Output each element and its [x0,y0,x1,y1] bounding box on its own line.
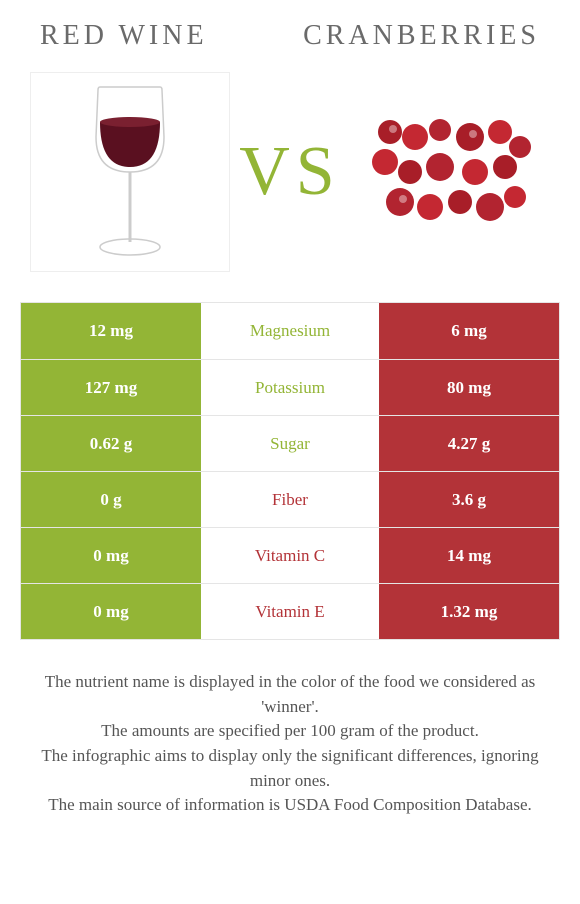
right-value-cell: 80 mg [379,360,559,415]
right-value-cell: 4.27 g [379,416,559,471]
right-value-cell: 14 mg [379,528,559,583]
table-row: 0 mgVitamin E1.32 mg [21,583,559,639]
vs-label: VS [239,132,340,212]
footer-line: The infographic aims to display only the… [20,744,560,793]
right-food-image [350,72,550,272]
table-row: 127 mgPotassium80 mg [21,359,559,415]
left-value-cell: 127 mg [21,360,201,415]
left-value-cell: 0 mg [21,584,201,639]
nutrient-label-cell: Vitamin E [201,584,379,639]
nutrient-label-cell: Fiber [201,472,379,527]
right-value-cell: 6 mg [379,303,559,359]
left-value-cell: 0 g [21,472,201,527]
header-row: Red Wine Cranberries [10,20,570,72]
left-food-image [30,72,230,272]
table-row: 0 mgVitamin C14 mg [21,527,559,583]
left-value-cell: 0.62 g [21,416,201,471]
left-food-title: Red Wine [40,20,208,52]
table-row: 0 gFiber3.6 g [21,471,559,527]
right-value-cell: 3.6 g [379,472,559,527]
wine-glass-icon [70,82,190,262]
cranberries-icon [360,102,540,242]
right-value-cell: 1.32 mg [379,584,559,639]
left-value-cell: 12 mg [21,303,201,359]
left-value-cell: 0 mg [21,528,201,583]
nutrient-label-cell: Sugar [201,416,379,471]
nutrient-label-cell: Vitamin C [201,528,379,583]
footer-line: The nutrient name is displayed in the co… [20,670,560,719]
nutrient-label-cell: Potassium [201,360,379,415]
right-food-title: Cranberries [303,20,540,52]
footer-notes: The nutrient name is displayed in the co… [10,640,570,818]
footer-line: The amounts are specified per 100 gram o… [20,719,560,744]
footer-line: The main source of information is USDA F… [20,793,560,818]
table-row: 12 mgMagnesium6 mg [21,303,559,359]
table-row: 0.62 gSugar4.27 g [21,415,559,471]
images-row: VS [10,72,570,302]
nutrient-label-cell: Magnesium [201,303,379,359]
comparison-table: 12 mgMagnesium6 mg127 mgPotassium80 mg0.… [20,302,560,640]
